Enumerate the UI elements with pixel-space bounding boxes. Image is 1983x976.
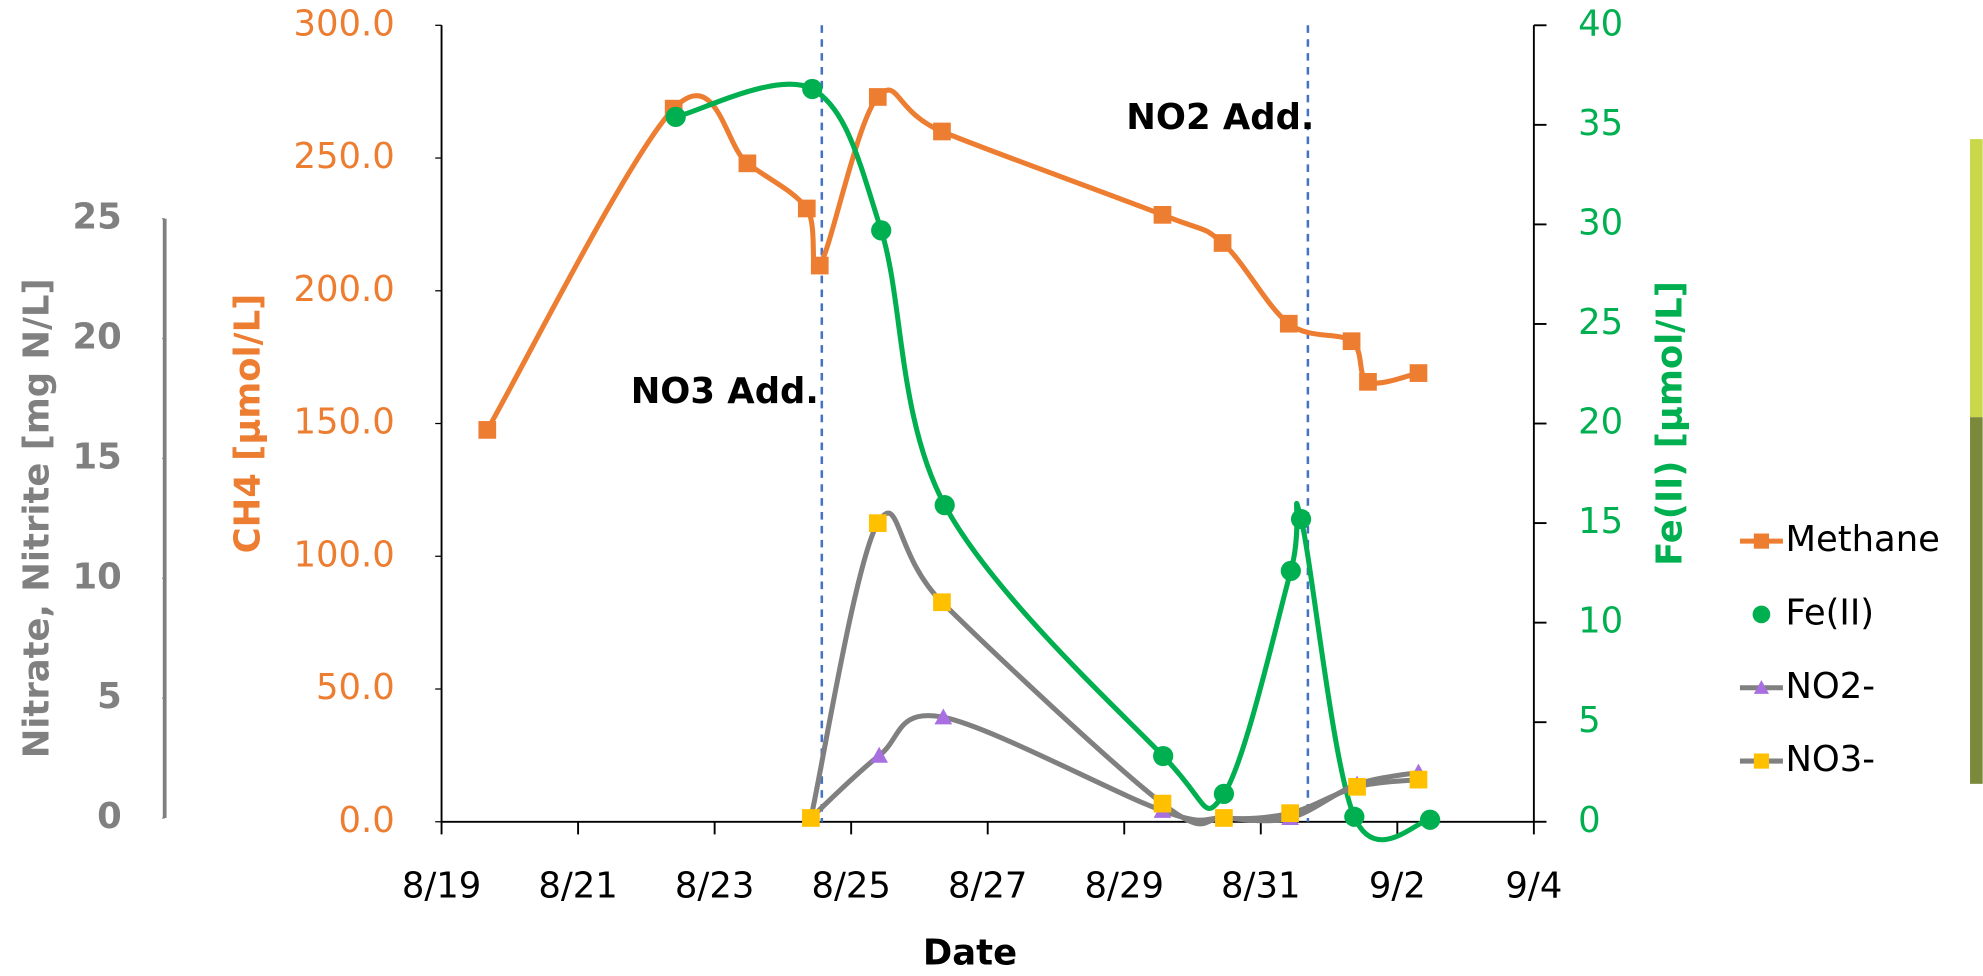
legend-label: NO2- <box>1785 666 1875 707</box>
legend-label: Fe(II) <box>1785 592 1874 633</box>
legend-marker <box>1754 753 1769 768</box>
y3-axis-title: Nitrate, Nitrite [mg N/L] <box>16 278 57 758</box>
y-tick-label: 250.0 <box>293 136 394 177</box>
data-point <box>802 809 820 827</box>
y2-tick-label: 5 <box>1578 700 1601 741</box>
data-point <box>1410 771 1428 789</box>
y2-tick-label: 30 <box>1578 202 1623 243</box>
data-point <box>1215 809 1233 827</box>
data-point <box>1348 778 1366 796</box>
data-point <box>478 421 496 439</box>
annotation: NO2 Add. <box>1126 97 1314 138</box>
y2-tick-label: 0 <box>1578 800 1601 841</box>
data-point <box>1153 746 1173 766</box>
data-point <box>1154 795 1172 813</box>
legend-label: NO3- <box>1785 739 1875 780</box>
y3-tick-label: 25 <box>72 197 121 238</box>
data-point <box>935 495 955 515</box>
chart: Date CH4 [µmol/L] Fe(II) [µmol/L] Nitrat… <box>0 0 1983 976</box>
x-tick-label: 8/19 <box>402 866 481 907</box>
y2-tick-label: 35 <box>1578 103 1623 144</box>
data-point <box>1280 315 1298 333</box>
photo-edge <box>1970 417 1983 784</box>
data-point <box>1214 234 1232 252</box>
x-tick-label: 9/2 <box>1369 866 1426 907</box>
y3-tick-label: 15 <box>72 436 121 477</box>
y2-tick-label: 20 <box>1578 402 1623 443</box>
data-point <box>1291 509 1311 529</box>
y2-tick-label: 40 <box>1578 3 1623 44</box>
y-tick-label: 50.0 <box>316 667 395 708</box>
x-tick-label: 8/21 <box>538 866 617 907</box>
data-point <box>739 154 757 172</box>
data-point <box>871 220 891 240</box>
data-point <box>933 593 951 611</box>
series-line <box>811 716 1419 821</box>
x-tick-label: 8/25 <box>811 866 890 907</box>
data-point <box>811 257 829 275</box>
data-point <box>1281 561 1301 581</box>
annotation: NO3 Add. <box>631 371 819 412</box>
y3-tick-label: 5 <box>97 676 122 717</box>
y2-tick-label: 10 <box>1578 601 1623 642</box>
series-line <box>811 513 1419 824</box>
data-point <box>1214 784 1234 804</box>
legend-marker <box>1753 606 1771 624</box>
data-point <box>869 88 887 106</box>
y3-tick-label: 20 <box>72 317 121 358</box>
legend-label: Methane <box>1785 519 1939 560</box>
data-point <box>1154 206 1172 224</box>
x-tick-label: 8/29 <box>1085 866 1164 907</box>
x-tick-label: 8/23 <box>675 866 754 907</box>
series-line <box>676 84 1430 840</box>
data-point <box>802 79 822 99</box>
data-point <box>666 107 686 127</box>
data-point <box>1343 332 1361 350</box>
x-tick-label: 8/27 <box>948 866 1027 907</box>
y2-tick-label: 15 <box>1578 501 1623 542</box>
y-tick-label: 200.0 <box>293 269 394 310</box>
y-tick-label: 150.0 <box>293 402 394 443</box>
data-point <box>1359 373 1377 391</box>
y2-axis-title: Fe(II) [µmol/L] <box>1650 281 1691 566</box>
series-line <box>487 90 1418 430</box>
legend-marker <box>1754 534 1769 549</box>
x-tick-label: 8/31 <box>1221 866 1300 907</box>
data-point <box>933 123 951 141</box>
y-axis-title: CH4 [µmol/L] <box>227 294 268 554</box>
y-tick-label: 0.0 <box>339 800 395 841</box>
data-point <box>798 200 816 218</box>
y-tick-label: 300.0 <box>293 3 394 44</box>
x-tick-label: 9/4 <box>1505 866 1562 907</box>
x-axis-title: Date <box>923 933 1017 974</box>
y3-tick-label: 10 <box>72 556 121 597</box>
y2-tick-label: 25 <box>1578 302 1623 343</box>
y3-tick-label: 0 <box>97 796 122 837</box>
y-tick-label: 100.0 <box>293 534 394 575</box>
photo-edge <box>1970 139 1983 417</box>
data-point <box>1281 804 1299 822</box>
data-point <box>1344 807 1364 827</box>
data-point <box>869 514 887 532</box>
data-point <box>1410 364 1428 382</box>
data-point <box>1420 810 1440 830</box>
